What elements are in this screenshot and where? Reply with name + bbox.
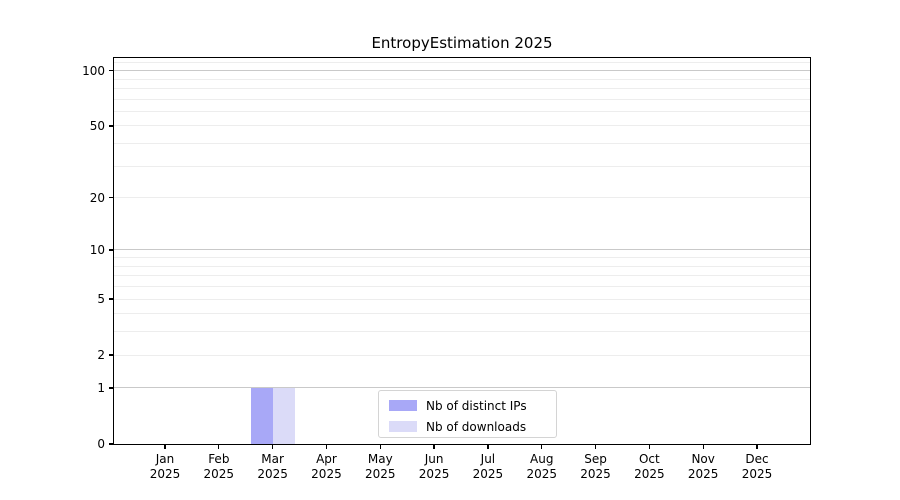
x-tick-mark [271, 444, 274, 449]
x-tick-year: 2025 [472, 467, 504, 481]
gridline-minor [114, 87, 810, 89]
gridline-minor [114, 313, 810, 315]
x-tick-year: 2025 [526, 467, 557, 481]
x-tick-mark [433, 444, 435, 449]
x-tick-mark [379, 444, 381, 449]
gridline-minor [114, 286, 810, 288]
gridline-minor [114, 298, 810, 300]
y-tick-label: 2 [97, 348, 105, 363]
y-tick-mark [109, 69, 114, 72]
y-tick-mark [109, 387, 114, 389]
x-tick-month: May [367, 452, 393, 466]
gridline-minor [114, 354, 810, 356]
x-tick-year: 2025 [687, 467, 719, 481]
gridline-minor [114, 165, 810, 167]
x-tick-year: 2025 [149, 467, 181, 481]
x-tick-year: 2025 [364, 467, 396, 481]
x-tick-mark [756, 444, 758, 449]
y-tick-label: 100 [82, 63, 105, 78]
x-tick-year: 2025 [418, 467, 450, 481]
x-tick-label: Jul 2025 [460, 452, 516, 482]
plot-area: Nb of distinct IPs Nb of downloads [113, 57, 811, 445]
x-tick-year: 2025 [580, 467, 611, 481]
x-tick-month: Aug [530, 452, 554, 466]
legend-item-distinct-ips: Nb of distinct IPs [389, 396, 556, 415]
x-tick-label: May 2025 [352, 452, 408, 482]
x-tick-label: Jan 2025 [137, 452, 193, 482]
gridline-minor [114, 331, 810, 333]
x-tick-label: Apr 2025 [298, 452, 354, 482]
x-tick-month: Apr [316, 452, 337, 466]
gridline-minor [114, 125, 810, 127]
y-tick-label: 20 [89, 190, 105, 205]
x-tick-month: Sep [584, 452, 607, 466]
legend-swatch-downloads [389, 421, 417, 432]
x-tick-year: 2025 [634, 467, 665, 481]
x-tick-mark [541, 444, 543, 449]
y-tick-mark [109, 197, 114, 199]
x-tick-month: Nov [691, 452, 715, 466]
x-tick-year: 2025 [203, 467, 235, 481]
x-tick-mark [325, 444, 328, 449]
bar-distinct-ips [250, 387, 273, 444]
x-tick-mark [164, 444, 166, 449]
x-tick-label: Nov 2025 [675, 452, 731, 482]
x-tick-month: Oct [638, 452, 660, 466]
bar-downloads [272, 387, 295, 444]
gridline-minor [114, 110, 810, 112]
gridline-minor [114, 143, 810, 145]
gridline-minor [114, 62, 810, 64]
gridline-minor [114, 275, 810, 277]
x-tick-mark [648, 444, 650, 449]
gridline-minor [114, 78, 810, 80]
x-tick-year: 2025 [257, 467, 288, 481]
x-tick-label: Feb 2025 [191, 452, 247, 482]
x-tick-year: 2025 [741, 467, 773, 481]
x-tick-label: Dec 2025 [729, 452, 785, 482]
x-tick-month: Jul [480, 452, 496, 466]
y-tick-mark [109, 443, 114, 445]
y-tick-mark [109, 249, 114, 251]
legend-label-downloads: Nb of downloads [426, 419, 527, 434]
gridline-minor [114, 98, 810, 100]
y-tick-label: 1 [97, 380, 105, 395]
x-tick-month: Feb [208, 452, 230, 466]
y-tick-label: 10 [89, 242, 105, 257]
chart-title: EntropyEstimation 2025 [371, 34, 553, 52]
x-tick-label: Aug 2025 [514, 452, 570, 482]
y-tick-mark [109, 354, 114, 356]
x-tick-mark [702, 444, 704, 449]
gridline-major [114, 387, 810, 389]
x-tick-mark [218, 444, 220, 449]
legend: Nb of distinct IPs Nb of downloads [378, 390, 557, 438]
y-tick-mark [109, 298, 114, 300]
x-tick-mark [487, 444, 489, 449]
gridline-minor [114, 257, 810, 259]
legend-swatch-distinct-ips [389, 400, 417, 411]
x-tick-label: Oct 2025 [621, 452, 677, 482]
gridline-minor [114, 265, 810, 267]
x-tick-year: 2025 [311, 467, 342, 481]
x-tick-label: Sep 2025 [568, 452, 624, 482]
x-tick-month: Mar [261, 452, 284, 466]
y-tick-label: 0 [97, 437, 105, 451]
y-tick-mark [109, 125, 114, 127]
x-tick-month: Jan [155, 452, 175, 466]
y-tick-label: 50 [89, 118, 105, 133]
x-tick-month: Dec [745, 452, 769, 466]
gridline-major [114, 70, 810, 72]
x-tick-mark [594, 444, 597, 449]
gridline-minor [114, 197, 810, 199]
gridline-major [114, 249, 810, 251]
legend-item-downloads: Nb of downloads [389, 417, 556, 436]
x-tick-label: Mar 2025 [245, 452, 301, 482]
x-tick-month: Jun [424, 452, 444, 466]
legend-label-distinct-ips: Nb of distinct IPs [426, 398, 527, 413]
y-tick-label: 5 [97, 292, 105, 307]
x-tick-label: Jun 2025 [406, 452, 462, 482]
